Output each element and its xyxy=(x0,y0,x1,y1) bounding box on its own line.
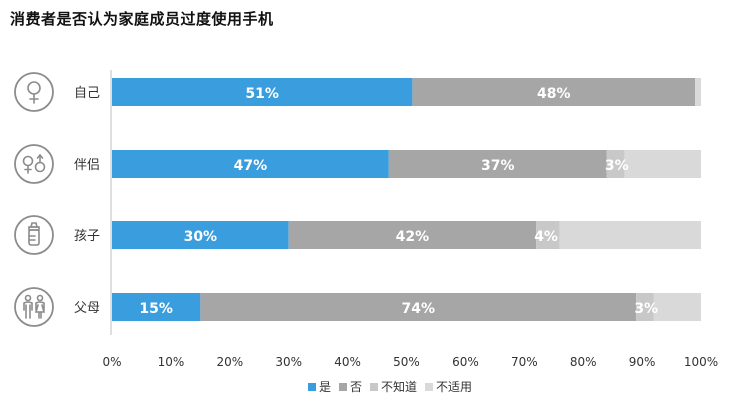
category-label: 孩子 xyxy=(74,229,100,244)
data-label: 3% xyxy=(634,301,658,317)
category-label: 自己 xyxy=(74,86,100,101)
female-symbol-icon xyxy=(14,72,54,112)
category-label: 父母 xyxy=(74,301,100,316)
couple-gender-symbols-icon-ring xyxy=(14,144,54,184)
x-tick-label: 80% xyxy=(570,355,597,369)
x-tick-label: 20% xyxy=(216,355,243,369)
x-tick-label: 10% xyxy=(158,355,185,369)
x-tick-label: 30% xyxy=(275,355,302,369)
bar-segment xyxy=(112,78,413,106)
bar-segment xyxy=(536,221,560,249)
couple-gender-symbols-icon xyxy=(14,144,54,184)
parents-icon xyxy=(14,287,54,327)
bar-segment xyxy=(112,221,289,249)
x-tick-label: 40% xyxy=(334,355,361,369)
data-label: 74% xyxy=(402,301,436,317)
parents-icon-ring xyxy=(14,287,54,327)
chart-title: 消费者是否认为家庭成员过度使用手机 xyxy=(10,10,274,28)
legend-label-yes: 是 xyxy=(319,380,332,394)
data-label: 47% xyxy=(234,158,268,174)
data-label: 4% xyxy=(534,229,558,245)
x-tick-label: 0% xyxy=(102,355,121,369)
bar-segment xyxy=(559,221,701,249)
bar-segment xyxy=(288,221,537,249)
legend-item-no: 否 xyxy=(339,378,362,395)
legend-item-not-applicable: 不适用 xyxy=(425,378,472,395)
data-label: 30% xyxy=(184,229,218,245)
baby-bottle-icon-ring xyxy=(14,215,54,255)
bar-segment xyxy=(112,150,389,178)
bar-segment xyxy=(200,293,637,321)
data-label: 37% xyxy=(481,158,515,174)
bar-segment xyxy=(606,150,625,178)
legend-swatch-no xyxy=(339,382,348,391)
x-tick-label: 60% xyxy=(452,355,479,369)
data-label: 51% xyxy=(245,86,279,102)
legend: 是 否 不知道 不适用 xyxy=(308,378,480,395)
female-symbol-icon-ring xyxy=(14,72,54,112)
bar-segment xyxy=(636,293,654,321)
x-tick-label: 70% xyxy=(511,355,538,369)
bar-segment xyxy=(653,293,701,321)
data-label: 15% xyxy=(139,301,173,317)
legend-label-no: 否 xyxy=(350,380,363,394)
bar-segment xyxy=(388,150,607,178)
data-label: 48% xyxy=(537,86,571,102)
legend-label-dont-know: 不知道 xyxy=(381,380,418,394)
legend-swatch-dont-know xyxy=(370,382,379,391)
legend-swatch-yes xyxy=(308,382,316,391)
legend-item-dont-know: 不知道 xyxy=(370,378,417,395)
bar-segment xyxy=(624,150,701,178)
category-label: 伴侣 xyxy=(74,158,100,173)
legend-label-not-applicable: 不适用 xyxy=(436,380,473,394)
legend-item-yes: 是 xyxy=(308,378,331,395)
legend-swatch-not-applicable xyxy=(425,382,434,391)
x-tick-label: 50% xyxy=(393,355,420,369)
bar-segment xyxy=(412,78,696,106)
bar-segment xyxy=(695,78,701,106)
x-tick-label: 100% xyxy=(684,355,718,369)
bar-segment xyxy=(112,293,201,321)
baby-bottle-icon xyxy=(14,215,54,255)
x-tick-label: 90% xyxy=(629,355,656,369)
data-label: 3% xyxy=(605,158,629,174)
data-label: 42% xyxy=(396,229,430,245)
